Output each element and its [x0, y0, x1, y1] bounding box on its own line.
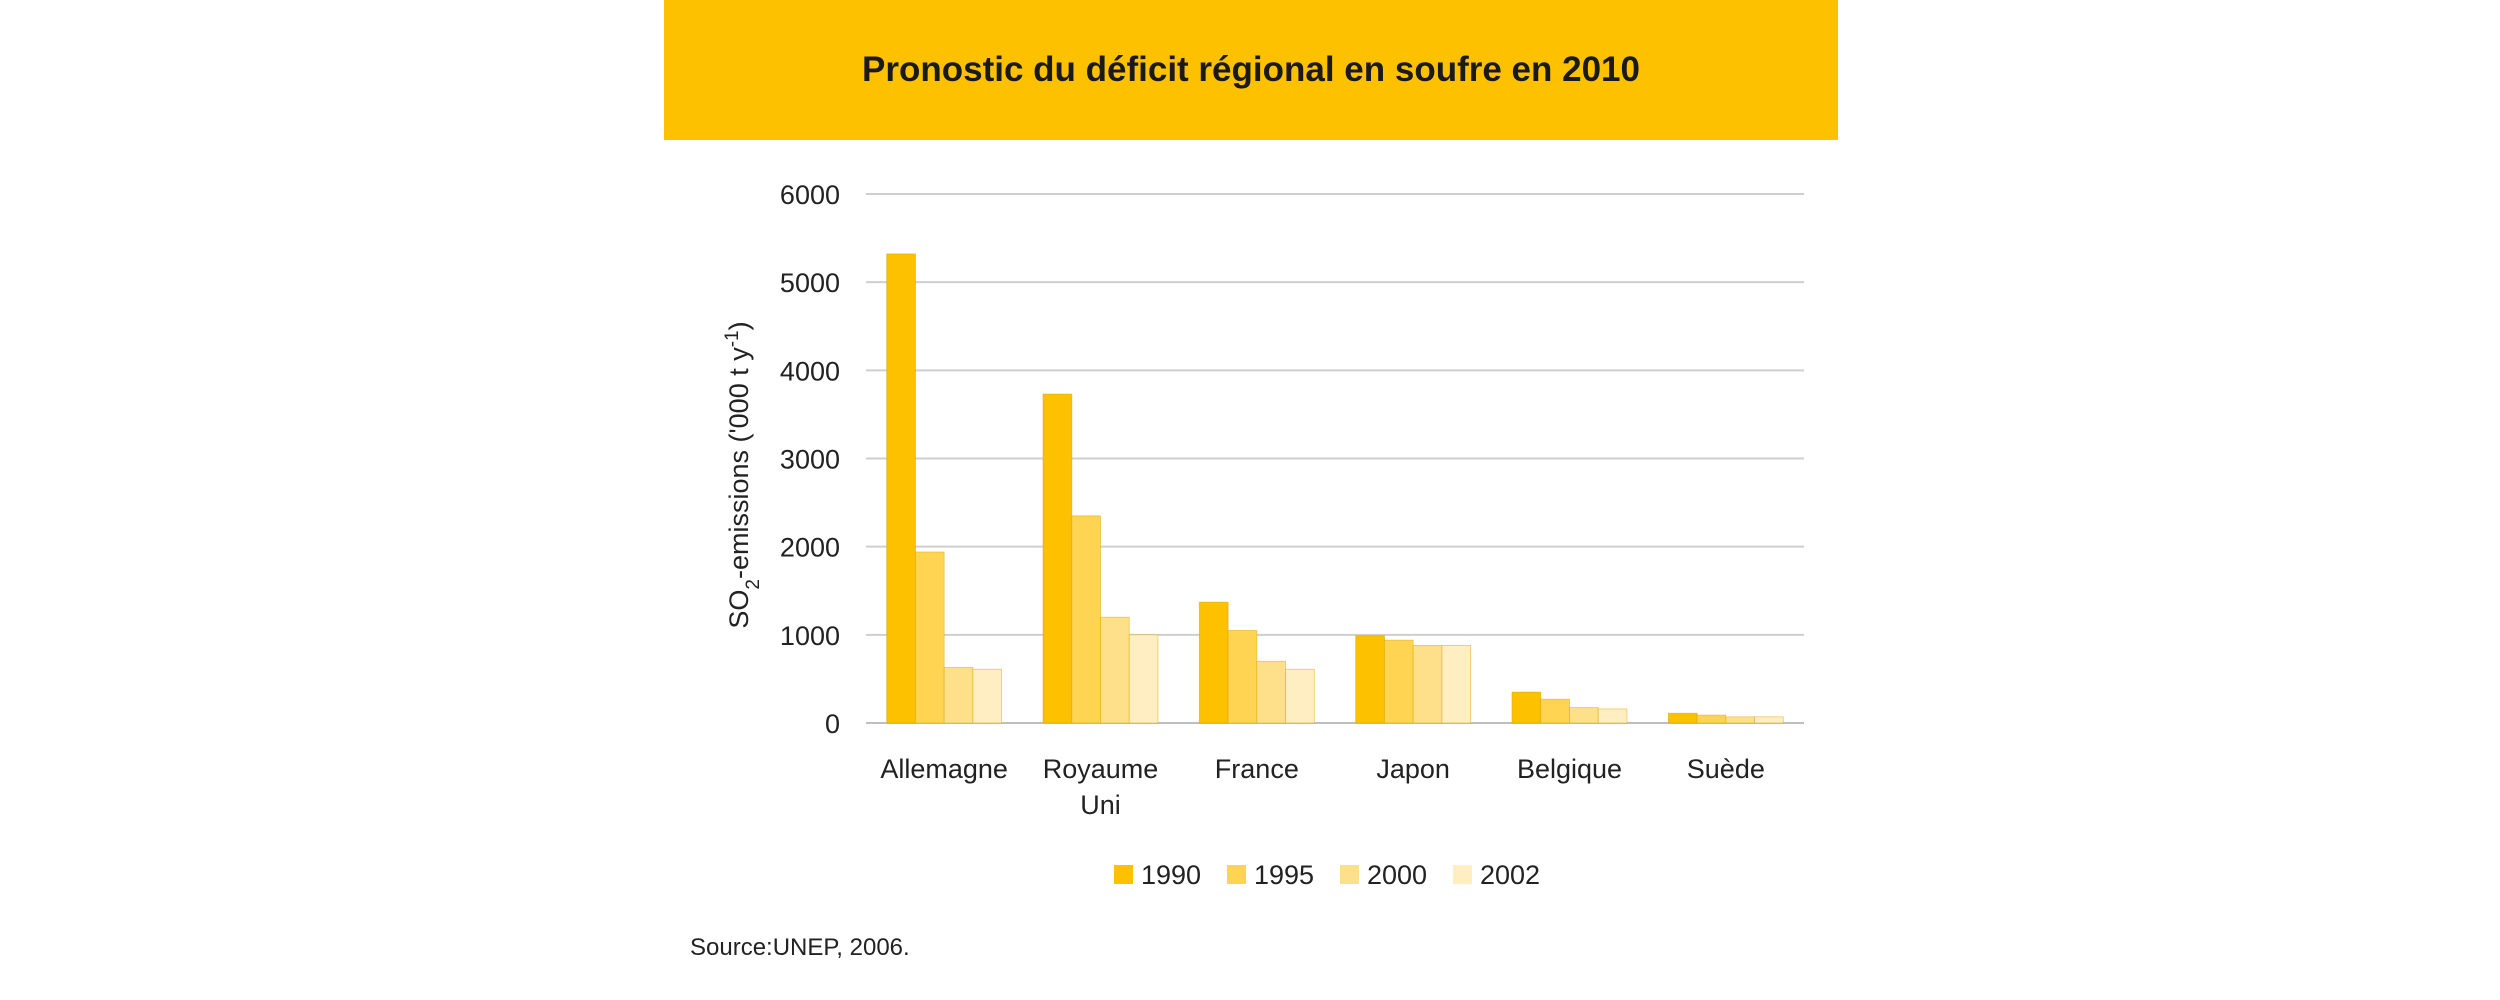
- y-tick-label: 3000: [780, 445, 840, 475]
- legend-swatch-1995: [1227, 865, 1246, 884]
- x-tick-labels: Allemagne Royaume Uni France Japon Belgique Su…: [880, 754, 1764, 820]
- title-banner: Pronostic du déficit régional en soufre …: [664, 0, 1838, 140]
- bar-1995-5: [1696, 714, 1727, 724]
- y-tick-label: 0: [825, 709, 840, 739]
- bar-1995-4: [1540, 698, 1570, 724]
- bar-2002-4: [1597, 708, 1628, 724]
- legend-swatch-2000: [1340, 865, 1359, 884]
- x-tick-label: France: [1215, 754, 1299, 784]
- x-tick-label: Royaume Uni: [1043, 754, 1159, 820]
- bar-2000-0: [943, 667, 974, 724]
- legend: 1990 1995 2000 2002: [1114, 860, 1540, 890]
- bar-1995-2: [1227, 630, 1258, 724]
- bar-2000-5: [1725, 716, 1755, 724]
- bar-1990-4: [1511, 691, 1542, 724]
- y-tick-label: 2000: [780, 533, 840, 563]
- x-tick-label: Allemagne: [880, 754, 1008, 784]
- y-tick-label: 6000: [780, 180, 840, 210]
- legend-label-1990: 1990: [1141, 860, 1201, 890]
- legend-label-1995: 1995: [1254, 860, 1314, 890]
- bar-1990-0: [886, 253, 916, 724]
- y-axis-label: SO2-emissions ('000 t y-1): [722, 321, 764, 628]
- bar-1995-0: [915, 551, 945, 724]
- x-tick-label: Suède: [1687, 754, 1765, 784]
- y-tick-labels: 0 1000 2000 3000 4000 5000 6000: [780, 180, 840, 739]
- bar-1990-2: [1198, 601, 1229, 724]
- bar-2002-5: [1754, 716, 1784, 724]
- bar-2000-3: [1412, 645, 1443, 724]
- y-tick-label: 4000: [780, 356, 840, 386]
- source-note: Source:UNEP, 2006.: [690, 934, 910, 961]
- legend-swatch-1990: [1114, 865, 1133, 884]
- bar-2000-1: [1100, 616, 1130, 724]
- x-tick-label: Belgique: [1517, 754, 1622, 784]
- y-tick-label: 5000: [780, 268, 840, 298]
- bar-2000-4: [1569, 707, 1599, 724]
- bar-2002-3: [1441, 645, 1472, 724]
- x-tick-label: Japon: [1376, 754, 1450, 784]
- bar-2002-0: [972, 668, 1003, 724]
- legend-label-2000: 2000: [1367, 860, 1427, 890]
- bar-1990-3: [1355, 635, 1385, 724]
- bar-1995-1: [1071, 515, 1101, 724]
- bar-2002-1: [1128, 634, 1159, 724]
- chart-title: Pronostic du déficit régional en soufre …: [862, 50, 1640, 89]
- bar-1995-3: [1384, 639, 1414, 724]
- bar-2000-2: [1256, 660, 1286, 724]
- bar-1990-1: [1042, 393, 1073, 724]
- bar-2002-2: [1285, 668, 1315, 724]
- y-tick-label: 1000: [780, 621, 840, 651]
- bar-1990-5: [1667, 712, 1698, 724]
- legend-swatch-2002: [1453, 865, 1472, 884]
- bars: [886, 253, 1784, 724]
- gridlines: [866, 193, 1804, 724]
- legend-label-2002: 2002: [1480, 860, 1540, 890]
